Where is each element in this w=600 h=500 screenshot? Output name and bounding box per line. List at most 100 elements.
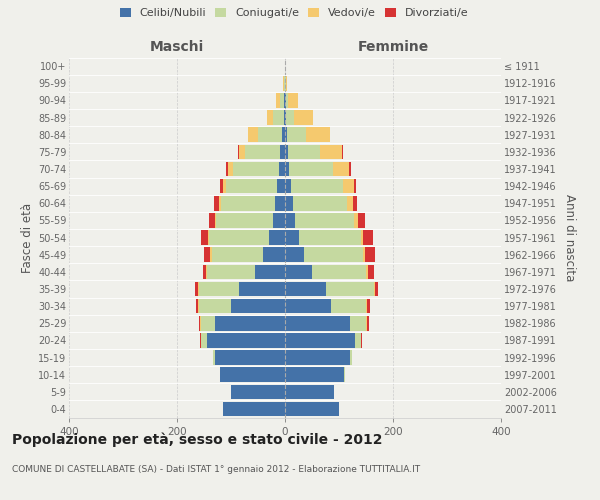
- Bar: [285, 162, 289, 176]
- Bar: [221, 196, 275, 210]
- Bar: [196, 299, 198, 314]
- Bar: [233, 162, 278, 176]
- Bar: [295, 213, 354, 228]
- Bar: [212, 248, 263, 262]
- Bar: [285, 248, 304, 262]
- Bar: [288, 144, 320, 159]
- Bar: [320, 144, 342, 159]
- Bar: [199, 282, 239, 296]
- Bar: [258, 128, 283, 142]
- Text: Popolazione per età, sesso e stato civile - 2012: Popolazione per età, sesso e stato civil…: [12, 432, 383, 447]
- Bar: [355, 333, 361, 347]
- Bar: [202, 333, 206, 347]
- Bar: [367, 299, 370, 314]
- Bar: [231, 299, 285, 314]
- Bar: [285, 282, 325, 296]
- Bar: [226, 162, 229, 176]
- Bar: [286, 110, 294, 125]
- Bar: [199, 299, 231, 314]
- Bar: [305, 128, 330, 142]
- Bar: [350, 350, 352, 365]
- Bar: [223, 402, 285, 416]
- Bar: [215, 316, 285, 330]
- Bar: [256, 264, 285, 279]
- Text: Femmine: Femmine: [358, 40, 428, 54]
- Bar: [280, 93, 284, 108]
- Bar: [213, 350, 215, 365]
- Bar: [285, 402, 339, 416]
- Bar: [312, 264, 366, 279]
- Bar: [284, 110, 285, 125]
- Bar: [354, 213, 358, 228]
- Bar: [285, 196, 293, 210]
- Bar: [202, 230, 208, 245]
- Bar: [245, 144, 280, 159]
- Bar: [285, 213, 295, 228]
- Bar: [220, 368, 285, 382]
- Bar: [200, 316, 202, 330]
- Y-axis label: Anni di nascita: Anni di nascita: [563, 194, 576, 281]
- Bar: [275, 196, 285, 210]
- Bar: [284, 76, 285, 90]
- Bar: [215, 350, 285, 365]
- Bar: [220, 179, 223, 194]
- Bar: [331, 299, 366, 314]
- Bar: [218, 196, 221, 210]
- Bar: [209, 230, 269, 245]
- Bar: [202, 316, 215, 330]
- Bar: [365, 248, 375, 262]
- Bar: [349, 162, 351, 176]
- Bar: [211, 248, 212, 262]
- Bar: [288, 93, 298, 108]
- Bar: [285, 350, 350, 365]
- Bar: [196, 282, 198, 296]
- Bar: [199, 316, 200, 330]
- Bar: [239, 144, 245, 159]
- Bar: [206, 264, 256, 279]
- Bar: [350, 316, 366, 330]
- Bar: [366, 299, 367, 314]
- Bar: [226, 179, 277, 194]
- Bar: [285, 316, 350, 330]
- Bar: [285, 264, 312, 279]
- Bar: [342, 144, 343, 159]
- Bar: [292, 179, 343, 194]
- Bar: [287, 128, 305, 142]
- Bar: [273, 213, 285, 228]
- Bar: [215, 213, 217, 228]
- Bar: [325, 282, 374, 296]
- Y-axis label: Fasce di età: Fasce di età: [20, 202, 34, 272]
- Bar: [273, 110, 284, 125]
- Text: Maschi: Maschi: [150, 40, 204, 54]
- Bar: [285, 144, 288, 159]
- Bar: [208, 230, 209, 245]
- Bar: [361, 230, 364, 245]
- Bar: [285, 110, 286, 125]
- Bar: [278, 162, 285, 176]
- Bar: [283, 128, 285, 142]
- Bar: [299, 230, 361, 245]
- Bar: [364, 248, 365, 262]
- Bar: [368, 264, 374, 279]
- Bar: [364, 230, 373, 245]
- Bar: [276, 93, 280, 108]
- Bar: [238, 144, 239, 159]
- Bar: [280, 144, 285, 159]
- Text: COMUNE DI CASTELLABATE (SA) - Dati ISTAT 1° gennaio 2012 - Elaborazione TUTTITAL: COMUNE DI CASTELLABATE (SA) - Dati ISTAT…: [12, 465, 420, 474]
- Bar: [353, 196, 358, 210]
- Legend: Celibi/Nubili, Coniugati/e, Vedovi/e, Divorziati/e: Celibi/Nubili, Coniugati/e, Vedovi/e, Di…: [118, 6, 470, 20]
- Bar: [285, 333, 355, 347]
- Bar: [293, 196, 347, 210]
- Bar: [214, 196, 218, 210]
- Bar: [367, 316, 369, 330]
- Bar: [343, 179, 353, 194]
- Bar: [223, 179, 226, 194]
- Bar: [285, 128, 287, 142]
- Bar: [332, 162, 349, 176]
- Bar: [285, 179, 292, 194]
- Bar: [285, 368, 344, 382]
- Bar: [269, 230, 285, 245]
- Bar: [248, 128, 258, 142]
- Bar: [285, 384, 334, 399]
- Bar: [231, 384, 285, 399]
